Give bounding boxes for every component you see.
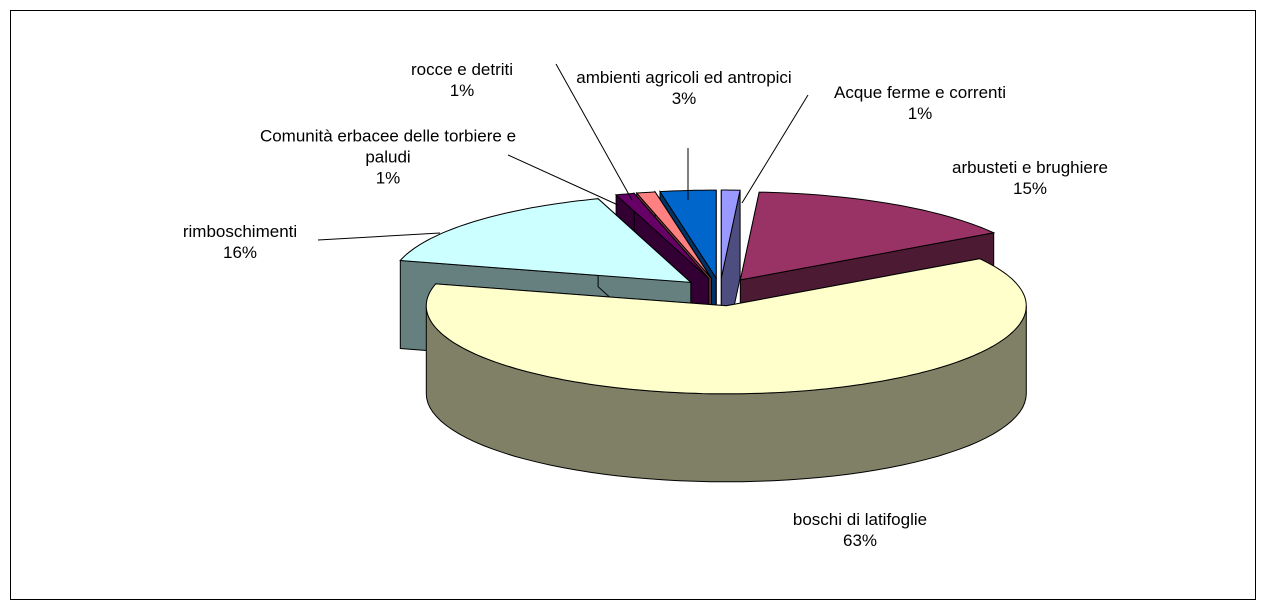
label-name: arbusteti e brughiere [952, 158, 1108, 177]
label-name: rocce e detriti [410, 60, 514, 79]
leader-line [507, 154, 619, 206]
data-label: ambienti agricoli ed antropici 3% [554, 67, 814, 109]
label-name: Acque ferme e correnti [834, 83, 1006, 102]
data-label: rocce e detriti 1% [332, 59, 592, 101]
data-label: rimboschimenti 16% [110, 221, 370, 263]
slice-top [425, 258, 1027, 395]
data-label: Acque ferme e correnti 1% [790, 82, 1050, 124]
slice [425, 258, 1027, 483]
label-value: 16% [222, 243, 258, 262]
label-name: boschi di latifoglie [792, 510, 928, 529]
leader-lines [317, 63, 809, 241]
slice-top [614, 192, 710, 279]
slice-top [739, 191, 996, 281]
label-name: rimboschimenti [182, 222, 298, 241]
leader-line [555, 63, 633, 201]
label-name: ambienti agricoli ed antropici [576, 68, 792, 87]
data-label: Comunità erbacee delle torbiere e paludi… [258, 126, 518, 189]
data-label: boschi di latifoglie 63% [730, 509, 990, 551]
label-value: 3% [671, 89, 697, 108]
data-label: arbusteti e brughiere 15% [900, 157, 1160, 199]
label-value: 15% [1012, 179, 1048, 198]
slice-top [720, 189, 741, 279]
leader-line [317, 232, 441, 241]
label-value: 1% [375, 168, 401, 188]
leader-line [741, 94, 809, 204]
slice-top [399, 198, 693, 284]
pie [399, 189, 1027, 483]
label-value: 1% [449, 81, 475, 100]
slice-top [635, 191, 712, 279]
label-value: 1% [907, 104, 933, 123]
label-name: Comunità erbacee delle torbiere e paludi [259, 126, 517, 167]
label-value: 63% [842, 531, 878, 550]
